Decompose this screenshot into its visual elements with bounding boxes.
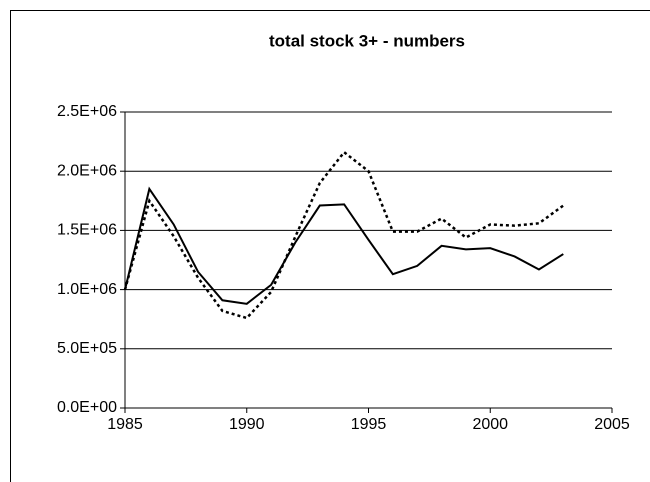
x-tick-label: 2000 (472, 416, 508, 433)
series-line (123, 150, 565, 320)
y-tick-label: 2.5E+06 (57, 103, 117, 120)
x-tick-label: 1985 (107, 416, 143, 433)
y-tick-label: 5.0E+05 (57, 340, 117, 357)
x-tick-label: 1995 (351, 416, 387, 433)
y-tick-label: 0.0E+00 (57, 399, 117, 416)
y-tick-label: 1.0E+06 (57, 281, 117, 298)
chart-title: total stock 3+ - numbers (269, 31, 465, 50)
y-tick-label: 2.0E+06 (57, 162, 117, 179)
series-line (124, 186, 564, 305)
x-tick-label: 2005 (594, 416, 630, 433)
y-tick-label: 1.5E+06 (57, 222, 117, 239)
x-tick-label: 1990 (229, 416, 265, 433)
